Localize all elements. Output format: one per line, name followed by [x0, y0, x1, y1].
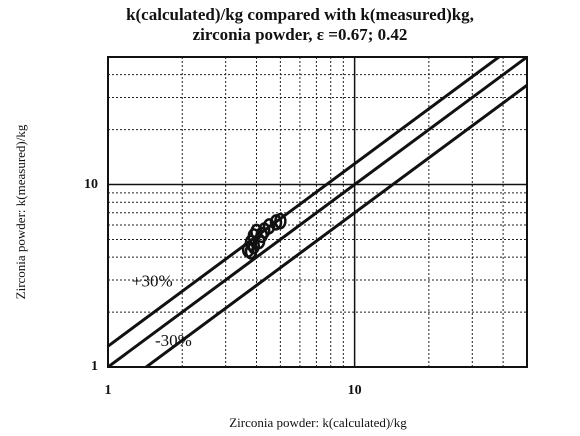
x-tick-label: 10	[348, 383, 362, 398]
plot-frame	[107, 56, 528, 368]
annotation: +30%	[132, 272, 173, 291]
reference-line	[108, 57, 527, 367]
reference-line	[108, 57, 502, 348]
x-axis-label: Zirconia powder: k(calculated)/kg	[229, 415, 407, 430]
chart-title: k(calculated)/kg compared with k(measure…	[126, 5, 474, 24]
y-tick-label: 1	[91, 359, 98, 374]
annotation: -30%	[155, 331, 192, 350]
plot-area	[108, 57, 527, 367]
reference-line	[143, 84, 527, 367]
data-point	[262, 218, 276, 235]
y-tick-label: 10	[84, 177, 98, 192]
y-axis-label: Zirconia powder: k(measured)/kg	[13, 124, 28, 299]
chart-title: zirconia powder, ε =0.67; 0.42	[193, 25, 408, 44]
x-tick-label: 1	[105, 383, 112, 398]
